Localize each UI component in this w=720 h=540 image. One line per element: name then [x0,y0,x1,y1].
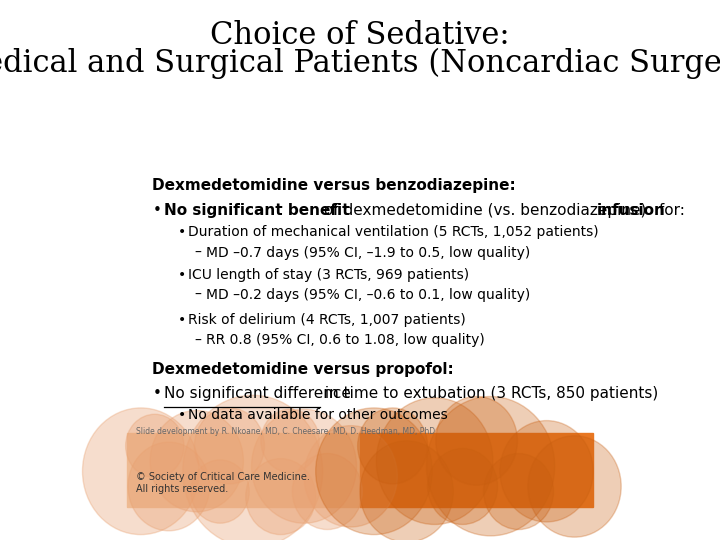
Text: Duration of mechanical ventilation (5 RCTs, 1,052 patients): Duration of mechanical ventilation (5 RC… [189,226,599,240]
Circle shape [358,408,428,484]
Circle shape [484,454,554,530]
Circle shape [315,408,432,535]
Circle shape [128,442,210,531]
Text: –: – [194,288,202,302]
Circle shape [292,454,362,530]
Text: •: • [153,386,161,401]
Bar [360,433,593,507]
Circle shape [428,448,498,524]
Text: MD –0.7 days (95% CI, –1.9 to 0.5, low quality): MD –0.7 days (95% CI, –1.9 to 0.5, low q… [206,246,531,260]
Circle shape [436,396,518,485]
Text: RR 0.8 (95% CI, 0.6 to 1.08, low quality): RR 0.8 (95% CI, 0.6 to 1.08, low quality… [206,333,485,347]
Circle shape [500,421,593,522]
Text: –: – [194,246,202,260]
Text: •: • [178,408,186,422]
Text: Dexmedetomidine versus benzodiazepine:: Dexmedetomidine versus benzodiazepine: [153,178,516,193]
Text: in time to extubation (3 RCTs, 850 patients): in time to extubation (3 RCTs, 850 patie… [320,386,659,401]
Circle shape [261,409,319,472]
Text: Risk of delirium (4 RCTs, 1,007 patients): Risk of delirium (4 RCTs, 1,007 patients… [189,313,466,327]
Text: •: • [178,226,186,240]
Text: •: • [178,313,186,327]
Text: No significant difference: No significant difference [164,386,351,401]
Circle shape [360,441,454,540]
Text: of dexmedetomidine (vs. benzodiazepine): of dexmedetomidine (vs. benzodiazepine) [319,202,652,218]
Circle shape [126,414,184,477]
Circle shape [528,436,621,537]
Text: © Society of Critical Care Medicine.
All rights reserved.: © Society of Critical Care Medicine. All… [136,472,310,494]
Circle shape [194,408,264,484]
Circle shape [191,460,249,523]
Text: Medical and Surgical Patients (Noncardiac Surgery): Medical and Surgical Patients (Noncardia… [0,48,720,79]
Text: No data available for other outcomes: No data available for other outcomes [189,408,448,422]
Circle shape [83,408,199,535]
Text: Dexmedetomidine versus propofol:: Dexmedetomidine versus propofol: [153,362,454,377]
Circle shape [183,395,323,540]
Text: •: • [153,202,161,218]
Circle shape [150,410,243,512]
Text: MD –0.2 days (95% CI, –0.6 to 0.1, low quality): MD –0.2 days (95% CI, –0.6 to 0.1, low q… [206,288,531,302]
Circle shape [246,458,315,535]
Circle shape [304,426,397,527]
Bar [127,433,360,507]
Text: Choice of Sedative:: Choice of Sedative: [210,21,510,51]
Text: infusion: infusion [597,202,666,218]
Text: •: • [178,267,186,281]
Circle shape [426,396,554,536]
Circle shape [251,409,356,523]
Text: ICU length of stay (3 RCTs, 969 patients): ICU length of stay (3 RCTs, 969 patients… [189,267,469,281]
Circle shape [377,398,493,524]
Text: Slide development by R. Nkoane, MD, C. Cheesare, MD, D. Heedman, MD, PhD: Slide development by R. Nkoane, MD, C. C… [136,427,436,436]
Text: –: – [194,333,202,347]
Text: No significant benefit: No significant benefit [164,202,350,218]
Text: for:: for: [654,202,685,218]
